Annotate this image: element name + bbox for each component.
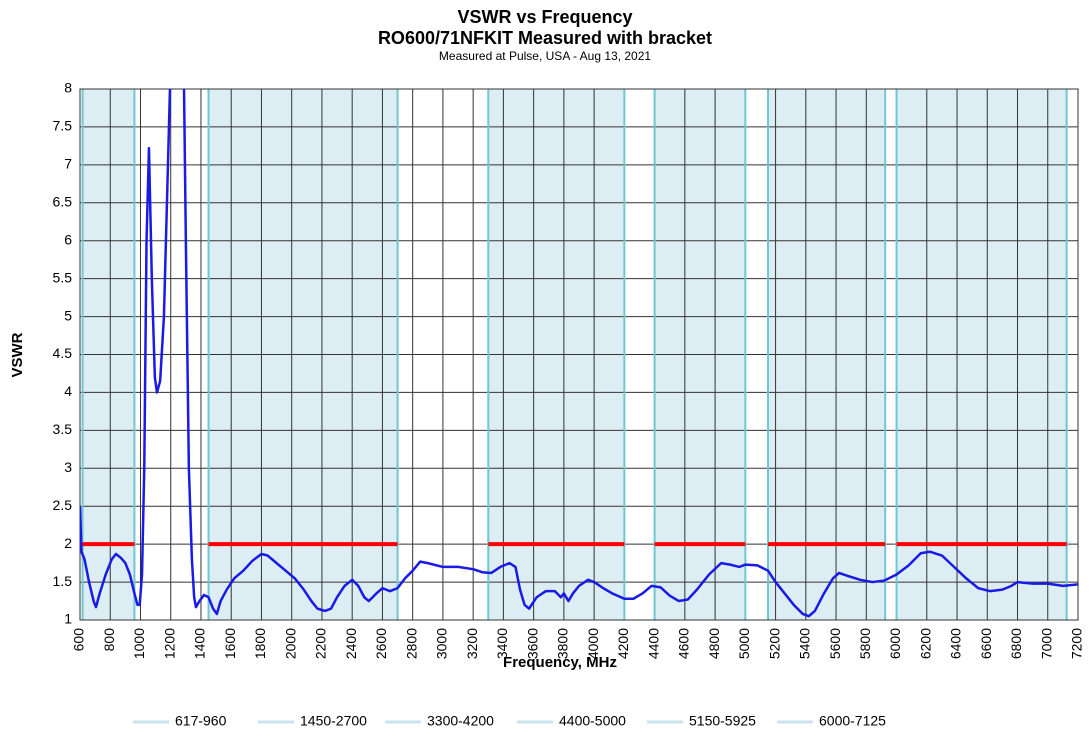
vswr-line <box>80 89 1078 618</box>
y-tick-label: 7 <box>64 156 72 172</box>
x-tick-label: 6000 <box>887 628 903 659</box>
y-tick-label: 3 <box>64 459 72 475</box>
legend-label: 4400-5000 <box>559 713 626 729</box>
y-axis-label: VSWR <box>9 332 26 377</box>
y-tick-label: 8 <box>64 80 72 96</box>
x-tick-label: 1800 <box>252 628 268 659</box>
legend-label: 617-960 <box>175 713 227 729</box>
x-tick-label: 3600 <box>524 628 540 659</box>
x-tick-label: 5200 <box>766 628 782 659</box>
chart-note: Measured at Pulse, USA - Aug 13, 2021 <box>439 49 651 63</box>
y-tick-label: 3.5 <box>53 421 73 437</box>
x-tick-label: 1600 <box>222 628 238 659</box>
x-tick-label: 4800 <box>706 628 722 659</box>
chart-subtitle: RO600/71NFKIT Measured with bracket <box>378 28 712 48</box>
legend-label: 5150-5925 <box>689 713 756 729</box>
y-tick-label: 2.5 <box>53 497 73 513</box>
y-tick-label: 5.5 <box>53 269 73 285</box>
x-tick-label: 6600 <box>978 628 994 659</box>
x-tick-label: 4200 <box>615 628 631 659</box>
x-tick-label: 6800 <box>1008 628 1024 659</box>
x-tick-label: 4000 <box>585 628 601 659</box>
y-tick-label: 2 <box>64 535 72 551</box>
y-tick-label: 1 <box>64 611 72 627</box>
x-tick-label: 800 <box>101 628 117 652</box>
x-tick-label: 3400 <box>494 628 510 659</box>
plot-area <box>80 89 1078 618</box>
x-tick-label: 2200 <box>313 628 329 659</box>
x-tick-label: 5800 <box>857 628 873 659</box>
x-tick-label: 6200 <box>917 628 933 659</box>
x-tick-label: 7200 <box>1069 628 1085 659</box>
x-tick-label: 4600 <box>676 628 692 659</box>
y-tick-label: 6.5 <box>53 193 73 209</box>
x-tick-label: 5400 <box>797 628 813 659</box>
legend-label: 3300-4200 <box>427 713 494 729</box>
chart-title: VSWR vs Frequency <box>457 7 632 27</box>
x-tick-label: 2000 <box>282 628 298 659</box>
y-tick-label: 6 <box>64 231 72 247</box>
x-tick-label: 3000 <box>434 628 450 659</box>
y-tick-label: 5 <box>64 307 72 323</box>
legend-label: 1450-2700 <box>300 713 367 729</box>
x-tick-label: 4400 <box>645 628 661 659</box>
x-tick-label: 3200 <box>464 628 480 659</box>
x-tick-label: 1000 <box>131 628 147 659</box>
x-tick-label: 1200 <box>161 628 177 659</box>
y-tick-label: 4 <box>64 383 72 399</box>
plot-frame <box>79 88 1079 621</box>
x-tick-label: 3800 <box>555 628 571 659</box>
legend-label: 6000-7125 <box>819 713 886 729</box>
y-tick-label: 1.5 <box>53 573 73 589</box>
x-tick-label: 2800 <box>403 628 419 659</box>
y-tick-label: 4.5 <box>53 345 73 361</box>
x-axis-label: Frequency, MHz <box>503 654 617 671</box>
x-tick-label: 5600 <box>827 628 843 659</box>
x-tick-label: 2600 <box>373 628 389 659</box>
x-tick-label: 5000 <box>736 628 752 659</box>
x-tick-label: 7000 <box>1038 628 1054 659</box>
x-tick-label: 1400 <box>192 628 208 659</box>
y-tick-label: 7.5 <box>53 118 73 134</box>
x-tick-label: 6400 <box>948 628 964 659</box>
x-tick-label: 2400 <box>343 628 359 659</box>
x-tick-label: 600 <box>71 628 87 652</box>
